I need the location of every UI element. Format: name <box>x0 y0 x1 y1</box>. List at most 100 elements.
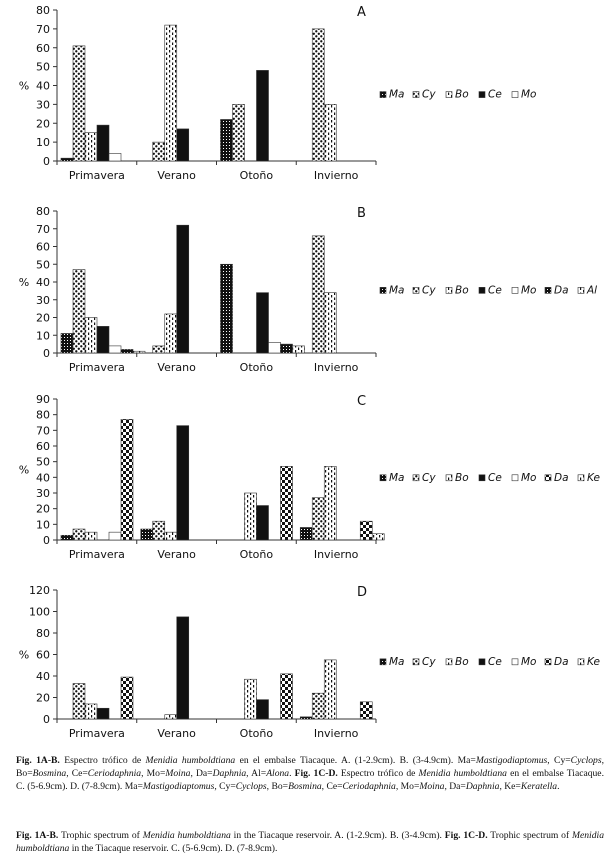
y-tick-label: 70 <box>36 223 50 236</box>
legend-label: Ma <box>389 284 405 296</box>
category-label: Invierno <box>314 727 359 740</box>
bar-da <box>280 466 293 541</box>
caption-text: , Da= <box>444 781 466 792</box>
bar-ma <box>299 527 313 541</box>
caption-fig-label: Fig. 1A-B. <box>16 755 60 766</box>
bar-bo <box>323 466 337 541</box>
y-tick-label: 20 <box>36 312 50 325</box>
category-label: Invierno <box>314 169 359 182</box>
bar-al <box>292 345 305 354</box>
caption-taxon: Daphnia <box>212 768 247 779</box>
bar-ce <box>176 425 190 541</box>
chart-panel-c: 0 10 20 30 40 50 60 70 80 90% Primavera Verano Otoño… <box>19 393 600 561</box>
bar-da <box>120 676 134 720</box>
bar-ce <box>256 292 269 354</box>
y-tick-label: 10 <box>36 136 50 149</box>
caption-text: in the Tiacaque reservoir. A. (1-2.9cm).… <box>230 830 445 841</box>
legend: Ma Cy Bo Ce Mo Da Al <box>379 284 597 296</box>
y-tick-label: 10 <box>36 518 50 531</box>
y-tick-label: 40 <box>36 80 50 93</box>
legend-label: Bo <box>455 656 469 668</box>
bar-ma <box>220 263 233 354</box>
legend-label: Ke <box>587 656 600 668</box>
legend: Ma Cy Bo Ce Mo Da Ke <box>379 656 600 668</box>
legend-label: Ma <box>389 472 405 484</box>
legend-label: Da <box>554 472 569 484</box>
bar-da <box>120 349 134 354</box>
y-tick-label: 50 <box>36 61 50 74</box>
legend-swatch-ke <box>577 474 585 482</box>
legend-swatch-mo <box>511 287 519 294</box>
bar-bo <box>164 313 178 354</box>
bar-ce <box>256 505 269 541</box>
category-label: Primavera <box>69 727 125 740</box>
y-tick-label: 10 <box>36 329 50 342</box>
caption-taxon: Mastigodiaptomus <box>142 781 215 792</box>
legend-label: Bo <box>455 472 469 484</box>
y-tick-label: 100 <box>29 606 50 619</box>
legend-swatch-mo <box>511 658 519 666</box>
caption-text: Espectro trófico de <box>59 755 146 766</box>
y-tick-label: 120 <box>29 584 50 597</box>
legend: Ma Cy Bo Ce Mo <box>379 89 536 101</box>
category-label: Primavera <box>69 361 125 374</box>
bar-cy <box>311 497 325 541</box>
bar-mo <box>108 345 122 354</box>
caption-taxon: Moina <box>165 768 191 779</box>
caption-species: Menidia humboldtiana <box>145 755 236 766</box>
legend-label: Cy <box>422 89 436 101</box>
y-axis-label: % <box>19 464 29 477</box>
legend: Ma Cy Bo Ce Mo Da Ke <box>379 472 600 484</box>
bar-bo <box>84 317 98 354</box>
category-label: Otoño <box>240 169 274 182</box>
bar-cy <box>311 235 325 354</box>
y-tick-label: 0 <box>43 713 50 726</box>
legend-swatch-mo <box>511 91 519 98</box>
bar-cy <box>152 141 166 162</box>
y-tick-label: 60 <box>36 241 50 254</box>
chart-panel-d: 0 20 40 60 80 100 120% Primavera Verano Otoño Invi… <box>19 584 600 740</box>
bar-bo <box>323 104 337 162</box>
y-tick-label: 60 <box>36 649 50 662</box>
bar-ma <box>220 119 233 162</box>
bar-ma <box>60 333 74 354</box>
y-tick-label: 70 <box>36 424 50 437</box>
bar-da <box>359 701 373 720</box>
legend-swatch-ma <box>379 287 387 294</box>
bar-ce <box>176 616 190 720</box>
y-tick-label: 30 <box>36 487 50 500</box>
caption-taxon: Cyclops <box>235 781 267 792</box>
y-tick-label: 80 <box>36 205 50 218</box>
y-tick-label: 20 <box>36 503 50 516</box>
caption-text: in the Tiacaque reservoir. C. (5-6.9cm).… <box>69 843 278 854</box>
legend-swatch-ce <box>478 474 486 482</box>
caption-text: Espectro trófico de <box>337 768 419 779</box>
legend-swatch-ma <box>379 658 387 666</box>
legend-swatch-mo <box>511 474 519 482</box>
chart-panel-a: 0 10 20 30 40 50 60 70 80% Primavera Verano Otoño In… <box>19 4 537 182</box>
caption-text: , Cy= <box>214 781 236 792</box>
caption-text: , Ce= <box>66 768 88 779</box>
legend-swatch-cy <box>412 287 420 294</box>
legend-label: Ke <box>587 472 600 484</box>
bar-cy <box>311 692 325 720</box>
y-tick-label: 0 <box>43 347 50 360</box>
bar-da <box>120 419 134 541</box>
panel-letter: B <box>357 206 366 221</box>
category-label: Invierno <box>314 548 359 561</box>
legend-swatch-da <box>544 474 552 482</box>
y-axis-label: % <box>19 80 29 93</box>
bar-cy <box>152 520 166 541</box>
bar-bo <box>323 659 337 720</box>
caption-species: Menidia humboldtiana <box>142 830 231 841</box>
caption-taxon: Keratella <box>520 781 558 792</box>
caption-species: Menidia humboldtiana <box>16 830 604 854</box>
bar-cy <box>72 45 86 162</box>
caption-taxon: Ceriodaphnia <box>342 781 396 792</box>
figure-1-charts: 0 10 20 30 40 50 60 70 80% Primavera Verano Otoño In… <box>19 4 600 740</box>
caption-text: Trophic spectrum of <box>487 830 573 841</box>
bar-bo <box>84 703 98 720</box>
caption-taxon: Bosmina <box>32 768 67 779</box>
y-axis-label: % <box>19 649 29 662</box>
panel-letter: D <box>357 585 367 600</box>
